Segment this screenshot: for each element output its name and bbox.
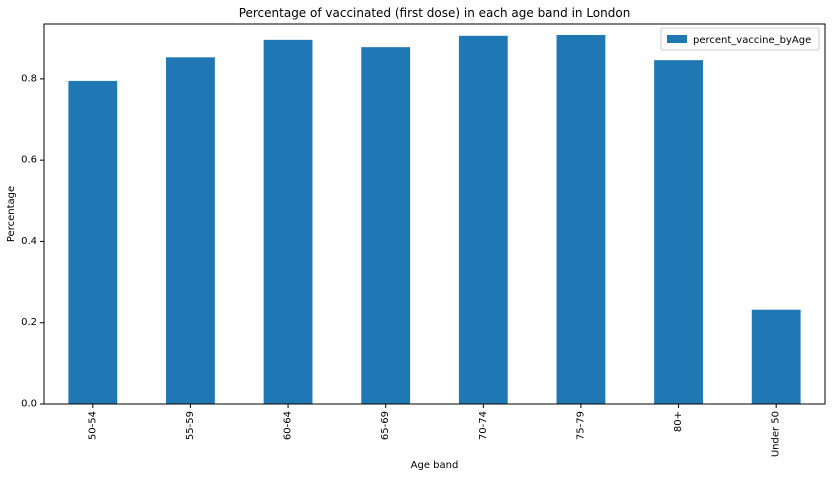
y-tick-label: 0.2 (21, 317, 37, 328)
bar-80- (654, 60, 703, 405)
y-tick-label: 0.6 (21, 155, 37, 166)
x-tick-label: 80+ (673, 411, 684, 432)
legend-swatch (667, 35, 687, 43)
plot-area: 50-54 55-59 60-64 65-69 70-74 75-79 80+ Under 5… (21, 23, 826, 457)
y-tick-label: 0.0 (21, 399, 37, 410)
x-tick-label: 50-54 (87, 411, 98, 440)
x-tick-label: 65-69 (380, 411, 391, 440)
bar-under-50 (751, 309, 801, 404)
x-axis-label: Age band (411, 460, 459, 471)
y-axis-label: Percentage (6, 186, 17, 242)
bar-60-64 (263, 39, 313, 404)
legend: percent_vaccine_byAge (660, 27, 820, 51)
plot-frame (43, 23, 826, 405)
bar-50-54 (68, 80, 118, 404)
x-tick-label: 55-59 (185, 411, 196, 440)
bar-55-59 (166, 57, 215, 404)
x-tick-label: 60-64 (283, 411, 294, 440)
legend-box (660, 27, 820, 51)
y-tick-label: 0.8 (21, 73, 37, 84)
legend-label: percent_vaccine_byAge (693, 35, 811, 46)
chart-title: Percentage of vaccinated (first dose) in… (239, 6, 631, 20)
bar-70-74 (458, 35, 508, 404)
x-tick-label: Under 50 (771, 411, 782, 457)
bar-65-69 (361, 47, 411, 405)
x-tick-label: 70-74 (478, 411, 489, 440)
bar-75-79 (556, 34, 606, 404)
x-tick-label: 75-79 (575, 411, 586, 440)
y-tick-label: 0.4 (21, 236, 37, 247)
